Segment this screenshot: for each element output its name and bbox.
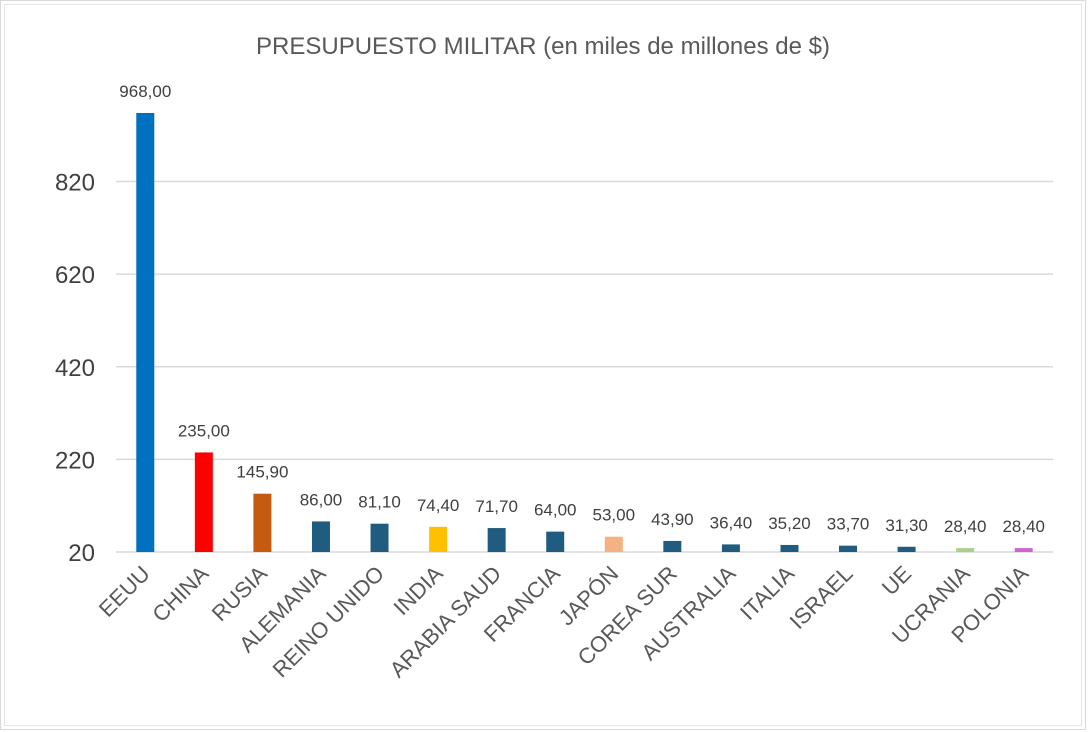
x-tick-label: UE bbox=[877, 561, 916, 600]
y-tick-label: 20 bbox=[68, 540, 95, 567]
data-label: 74,40 bbox=[417, 496, 460, 515]
bar bbox=[370, 523, 389, 552]
data-label: 86,00 bbox=[300, 490, 343, 509]
y-tick-label: 620 bbox=[55, 262, 95, 289]
data-label: 64,00 bbox=[534, 501, 577, 520]
chart-title: PRESUPUESTO MILITAR (en miles de millone… bbox=[256, 33, 830, 60]
y-axis: 20 220 420 620 820 bbox=[55, 170, 95, 567]
bar bbox=[136, 113, 155, 552]
bar bbox=[253, 493, 272, 552]
bar bbox=[311, 521, 330, 552]
data-labels: 968,00 235,00 145,90 86,00 81,10 74,40 71,70 64… bbox=[119, 82, 1045, 536]
chart-area-border bbox=[4, 4, 1082, 726]
bar bbox=[839, 545, 858, 552]
data-label: 28,40 bbox=[944, 517, 987, 536]
data-label: 28,40 bbox=[1002, 517, 1045, 536]
bar bbox=[194, 452, 213, 552]
data-label: 36,40 bbox=[710, 513, 753, 532]
bar bbox=[721, 544, 740, 552]
bar bbox=[604, 536, 623, 552]
x-tick-label: CHINA bbox=[147, 561, 213, 627]
data-label: 81,10 bbox=[358, 493, 401, 512]
data-label: 235,00 bbox=[178, 421, 230, 440]
data-label: 35,20 bbox=[768, 514, 811, 533]
gridlines bbox=[116, 180, 1053, 553]
data-label: 43,90 bbox=[651, 510, 694, 529]
y-tick-label: 220 bbox=[55, 447, 95, 474]
bar bbox=[429, 526, 448, 552]
data-label: 968,00 bbox=[119, 82, 171, 101]
data-label: 53,00 bbox=[593, 506, 636, 525]
bar bbox=[1014, 548, 1033, 552]
x-tick-label: ISRAEL bbox=[785, 561, 858, 634]
y-tick-label: 420 bbox=[55, 355, 95, 382]
y-tick-label: 820 bbox=[55, 170, 95, 197]
data-label: 31,30 bbox=[885, 516, 928, 535]
data-label: 33,70 bbox=[827, 515, 870, 534]
bar bbox=[897, 546, 916, 552]
bar bbox=[663, 540, 682, 552]
data-label: 71,70 bbox=[475, 497, 518, 516]
data-label: 145,90 bbox=[236, 463, 288, 482]
bar bbox=[546, 531, 565, 552]
bars bbox=[136, 113, 1033, 552]
bar bbox=[780, 544, 799, 552]
bar bbox=[487, 528, 506, 552]
bar bbox=[956, 548, 975, 552]
x-tick-label: EEUU bbox=[94, 561, 155, 622]
